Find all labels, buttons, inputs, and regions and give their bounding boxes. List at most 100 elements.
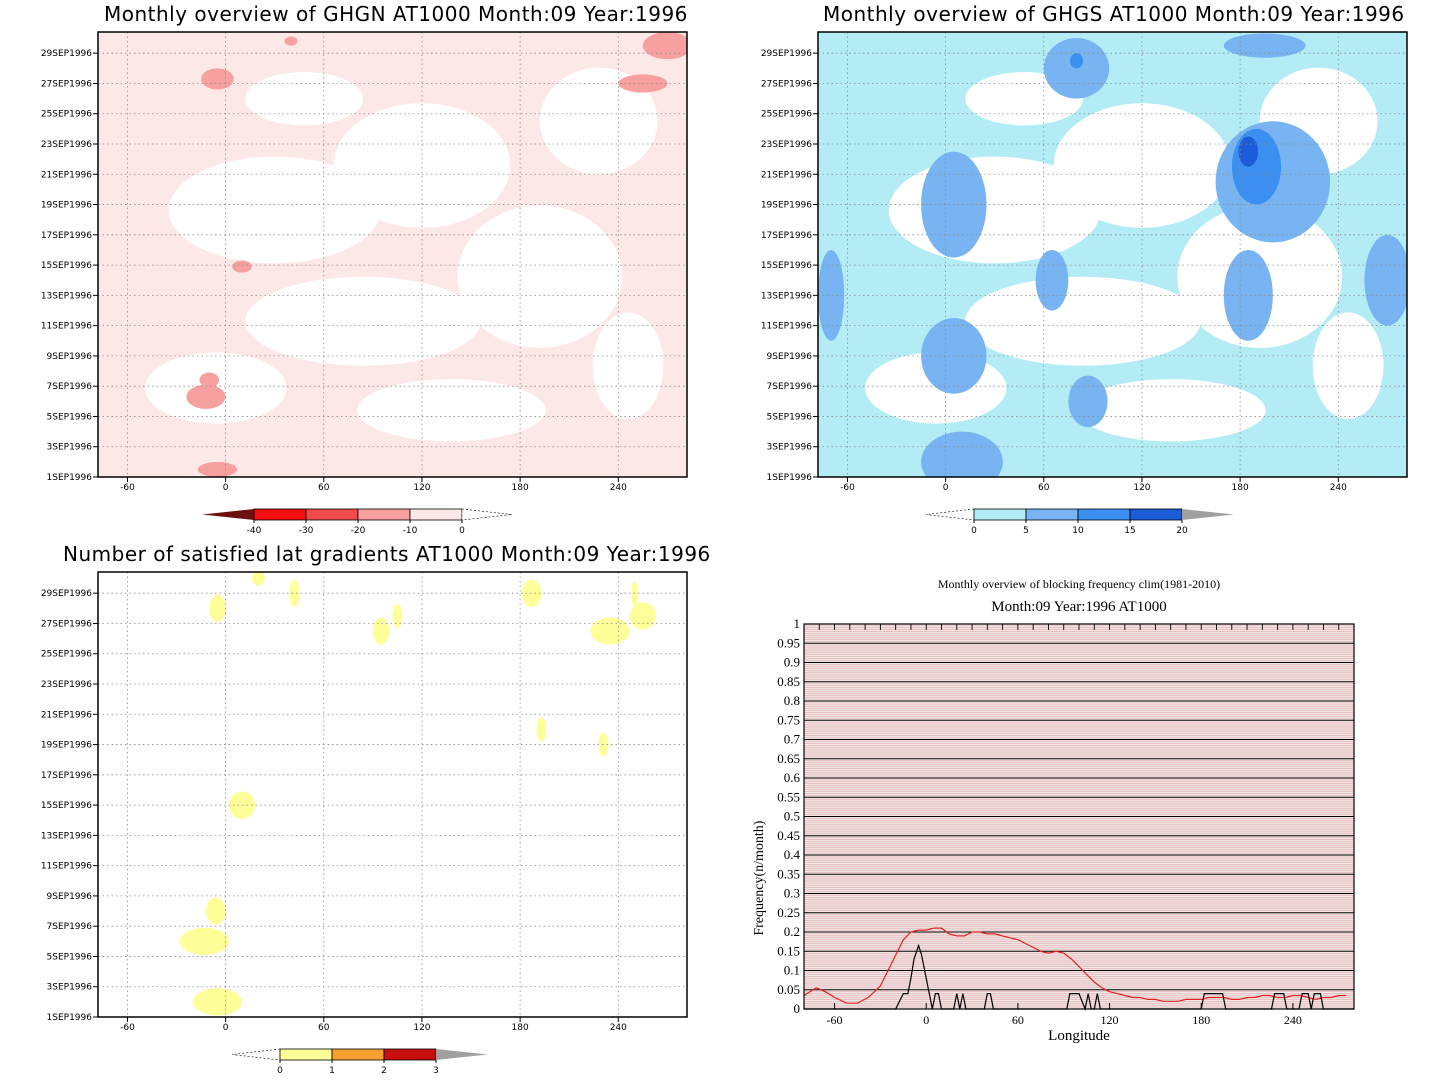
nsat-contour-region (372, 617, 390, 645)
nsat-contour-region (209, 594, 226, 622)
ghgn-xtick-label: 60 (318, 483, 330, 493)
ghgs-contour-region (1223, 33, 1306, 58)
nsat-contour-region (590, 617, 630, 645)
ghgs-colorbar-label: 15 (1124, 526, 1135, 536)
ghgs-colorbar-label: 20 (1176, 526, 1188, 536)
ghgs-contour-region (1223, 249, 1273, 341)
nsat-xtick-label: 120 (413, 1023, 430, 1033)
blockfreq-ytick-label: 0.2 (784, 924, 800, 939)
ghgn-ytick-label: 7SEP1996 (47, 382, 93, 392)
blockfreq-xtick-label: 120 (1101, 1013, 1119, 1027)
blockfreq-ytick-label: 0.65 (777, 751, 800, 766)
ghgs-ytick-label: 29SEP1996 (761, 49, 812, 59)
nsat-contour-region (536, 717, 547, 742)
ghgn-ytick-label: 25SEP1996 (41, 110, 92, 120)
blockfreq-ytick-label: 1 (794, 616, 801, 631)
nsat-contour-region (289, 579, 300, 607)
nsat-colorbar-segment (279, 1048, 333, 1061)
ghgs-ytick-label: 19SEP1996 (761, 201, 812, 211)
ghgn-colorbar: -40 -30 -20 -10 0 (202, 508, 513, 536)
blockfreq-ytick-label: 0.9 (784, 655, 800, 670)
nsat-contour-region (392, 603, 403, 629)
ghgn-field (145, 32, 687, 477)
ghgn-ytick-label: 19SEP1996 (41, 201, 92, 211)
nsat-ytick-label: 11SEP1996 (41, 862, 92, 872)
blockfreq-xlabel: Longitude (1048, 1028, 1110, 1044)
ghgs-low-region (1312, 312, 1384, 420)
ghgn-low-region (168, 156, 381, 264)
nsat-frame (97, 571, 688, 1018)
ghgs-ytick-label: 11SEP1996 (761, 322, 812, 332)
ghgs-ytick-label: 27SEP1996 (761, 79, 812, 89)
nsat-ytick-label: 27SEP1996 (41, 619, 92, 629)
ghgs-ytick-label: 21SEP1996 (761, 170, 812, 180)
ghgs-xtick-label: 180 (1232, 483, 1249, 493)
ghgs-contour-region (1238, 136, 1259, 167)
ghgn-ytick-label: 21SEP1996 (41, 170, 92, 180)
nsat-ytick-label: 7SEP1996 (47, 922, 93, 932)
nsat-colorbar-segment (383, 1048, 437, 1061)
nsat-colorbar-high-end (436, 1049, 488, 1060)
ghgs-contour-region (1231, 128, 1282, 205)
ghgs-colorbar-segment (973, 508, 1027, 521)
ghgs-xtick-label: 0 (943, 483, 949, 493)
nsat-colorbar-label: 3 (433, 1066, 439, 1076)
ghgn-colorbar-segment (253, 508, 307, 521)
ghgs-colorbar-segment (1129, 508, 1183, 521)
ghgn-contour-region (197, 461, 238, 477)
ghgs-colorbar-segment (1025, 508, 1079, 521)
nsat-contour-region (179, 927, 229, 955)
nsat-colorbar-label: 0 (277, 1066, 283, 1076)
ghgn-ytick-label: 23SEP1996 (41, 140, 92, 150)
nsat-contour-region (251, 572, 265, 586)
ghgn-contour-region (201, 68, 234, 90)
ghgn-contour-region (186, 384, 226, 409)
ghgn-plot: -60 0 60 120 180 240 1SEP1996 3SEP1996 5SEP1996 7… (41, 31, 688, 493)
ghgn-ytick-label: 3SEP1996 (47, 443, 93, 453)
blockfreq-xtick-label: 60 (1012, 1013, 1024, 1027)
ghgn-ytick-label: 5SEP1996 (47, 412, 93, 422)
blockfreq-xtick-label: 0 (923, 1013, 929, 1027)
nsat-contour-region (521, 579, 542, 607)
ghgn-contour-region (232, 260, 252, 273)
ghgs-contour-region (1364, 234, 1407, 326)
nsat-ytick-label: 5SEP1996 (47, 952, 93, 962)
ghgn-xtick-label: 180 (512, 483, 529, 493)
ghgn-colorbar-segment (357, 508, 411, 521)
nsat-ytick-label: 1SEP1996 (47, 1013, 93, 1023)
blockfreq-xtick-label: 180 (1192, 1013, 1210, 1027)
ghgs-colorbar-low-end (925, 508, 975, 521)
blockfreq-xtick-label: 240 (1284, 1013, 1302, 1027)
nsat-colorbar-segment (331, 1048, 385, 1061)
ghgs-ytick-label: 7SEP1996 (767, 382, 813, 392)
ghgs-contour-region (921, 431, 1003, 477)
nsat-colorbar-label: 2 (381, 1066, 387, 1076)
ghgn-low-region (539, 67, 658, 175)
ghgn-ytick-label: 1SEP1996 (47, 473, 93, 483)
ghgn-contour-region (284, 36, 298, 46)
blockfreq-climatology-line (803, 927, 1347, 1004)
ghgs-low-region (1053, 103, 1231, 228)
ghgn-xtick-label: 0 (223, 483, 229, 493)
nsat-field (179, 572, 656, 1016)
blockfreq-ytick-label: 0.7 (784, 732, 801, 747)
ghgs-ytick-label: 3SEP1996 (767, 443, 813, 453)
nsat-ytick-label: 9SEP1996 (47, 892, 93, 902)
blockfreq-ytick-label: 0.6 (784, 770, 801, 785)
blockfreq-ytick-label: 0.85 (777, 674, 800, 689)
nsat-ytick-label: 13SEP1996 (41, 831, 92, 841)
blockfreq-ytick-label: 0.55 (777, 789, 800, 804)
ghgs-xtick-label: -60 (840, 483, 855, 493)
ghgn-contour-region (199, 372, 220, 388)
nsat-ytick-label: 19SEP1996 (41, 741, 92, 751)
ghgn-xtick-label: 240 (610, 483, 627, 493)
ghgs-ytick-label: 13SEP1996 (761, 291, 812, 301)
nsat-ytick-label: 23SEP1996 (41, 680, 92, 690)
blockfreq-ytick-label: 0.95 (777, 635, 800, 650)
ghgs-colorbar-label: 10 (1072, 526, 1084, 536)
ghgs-field (818, 33, 1407, 477)
ghgs-colorbar-label: 0 (971, 526, 977, 536)
ghgn-colorbar-label: -30 (299, 526, 314, 536)
blockfreq-frame (803, 623, 1355, 1010)
nsat-colorbar: 0 1 2 3 (231, 1048, 488, 1076)
